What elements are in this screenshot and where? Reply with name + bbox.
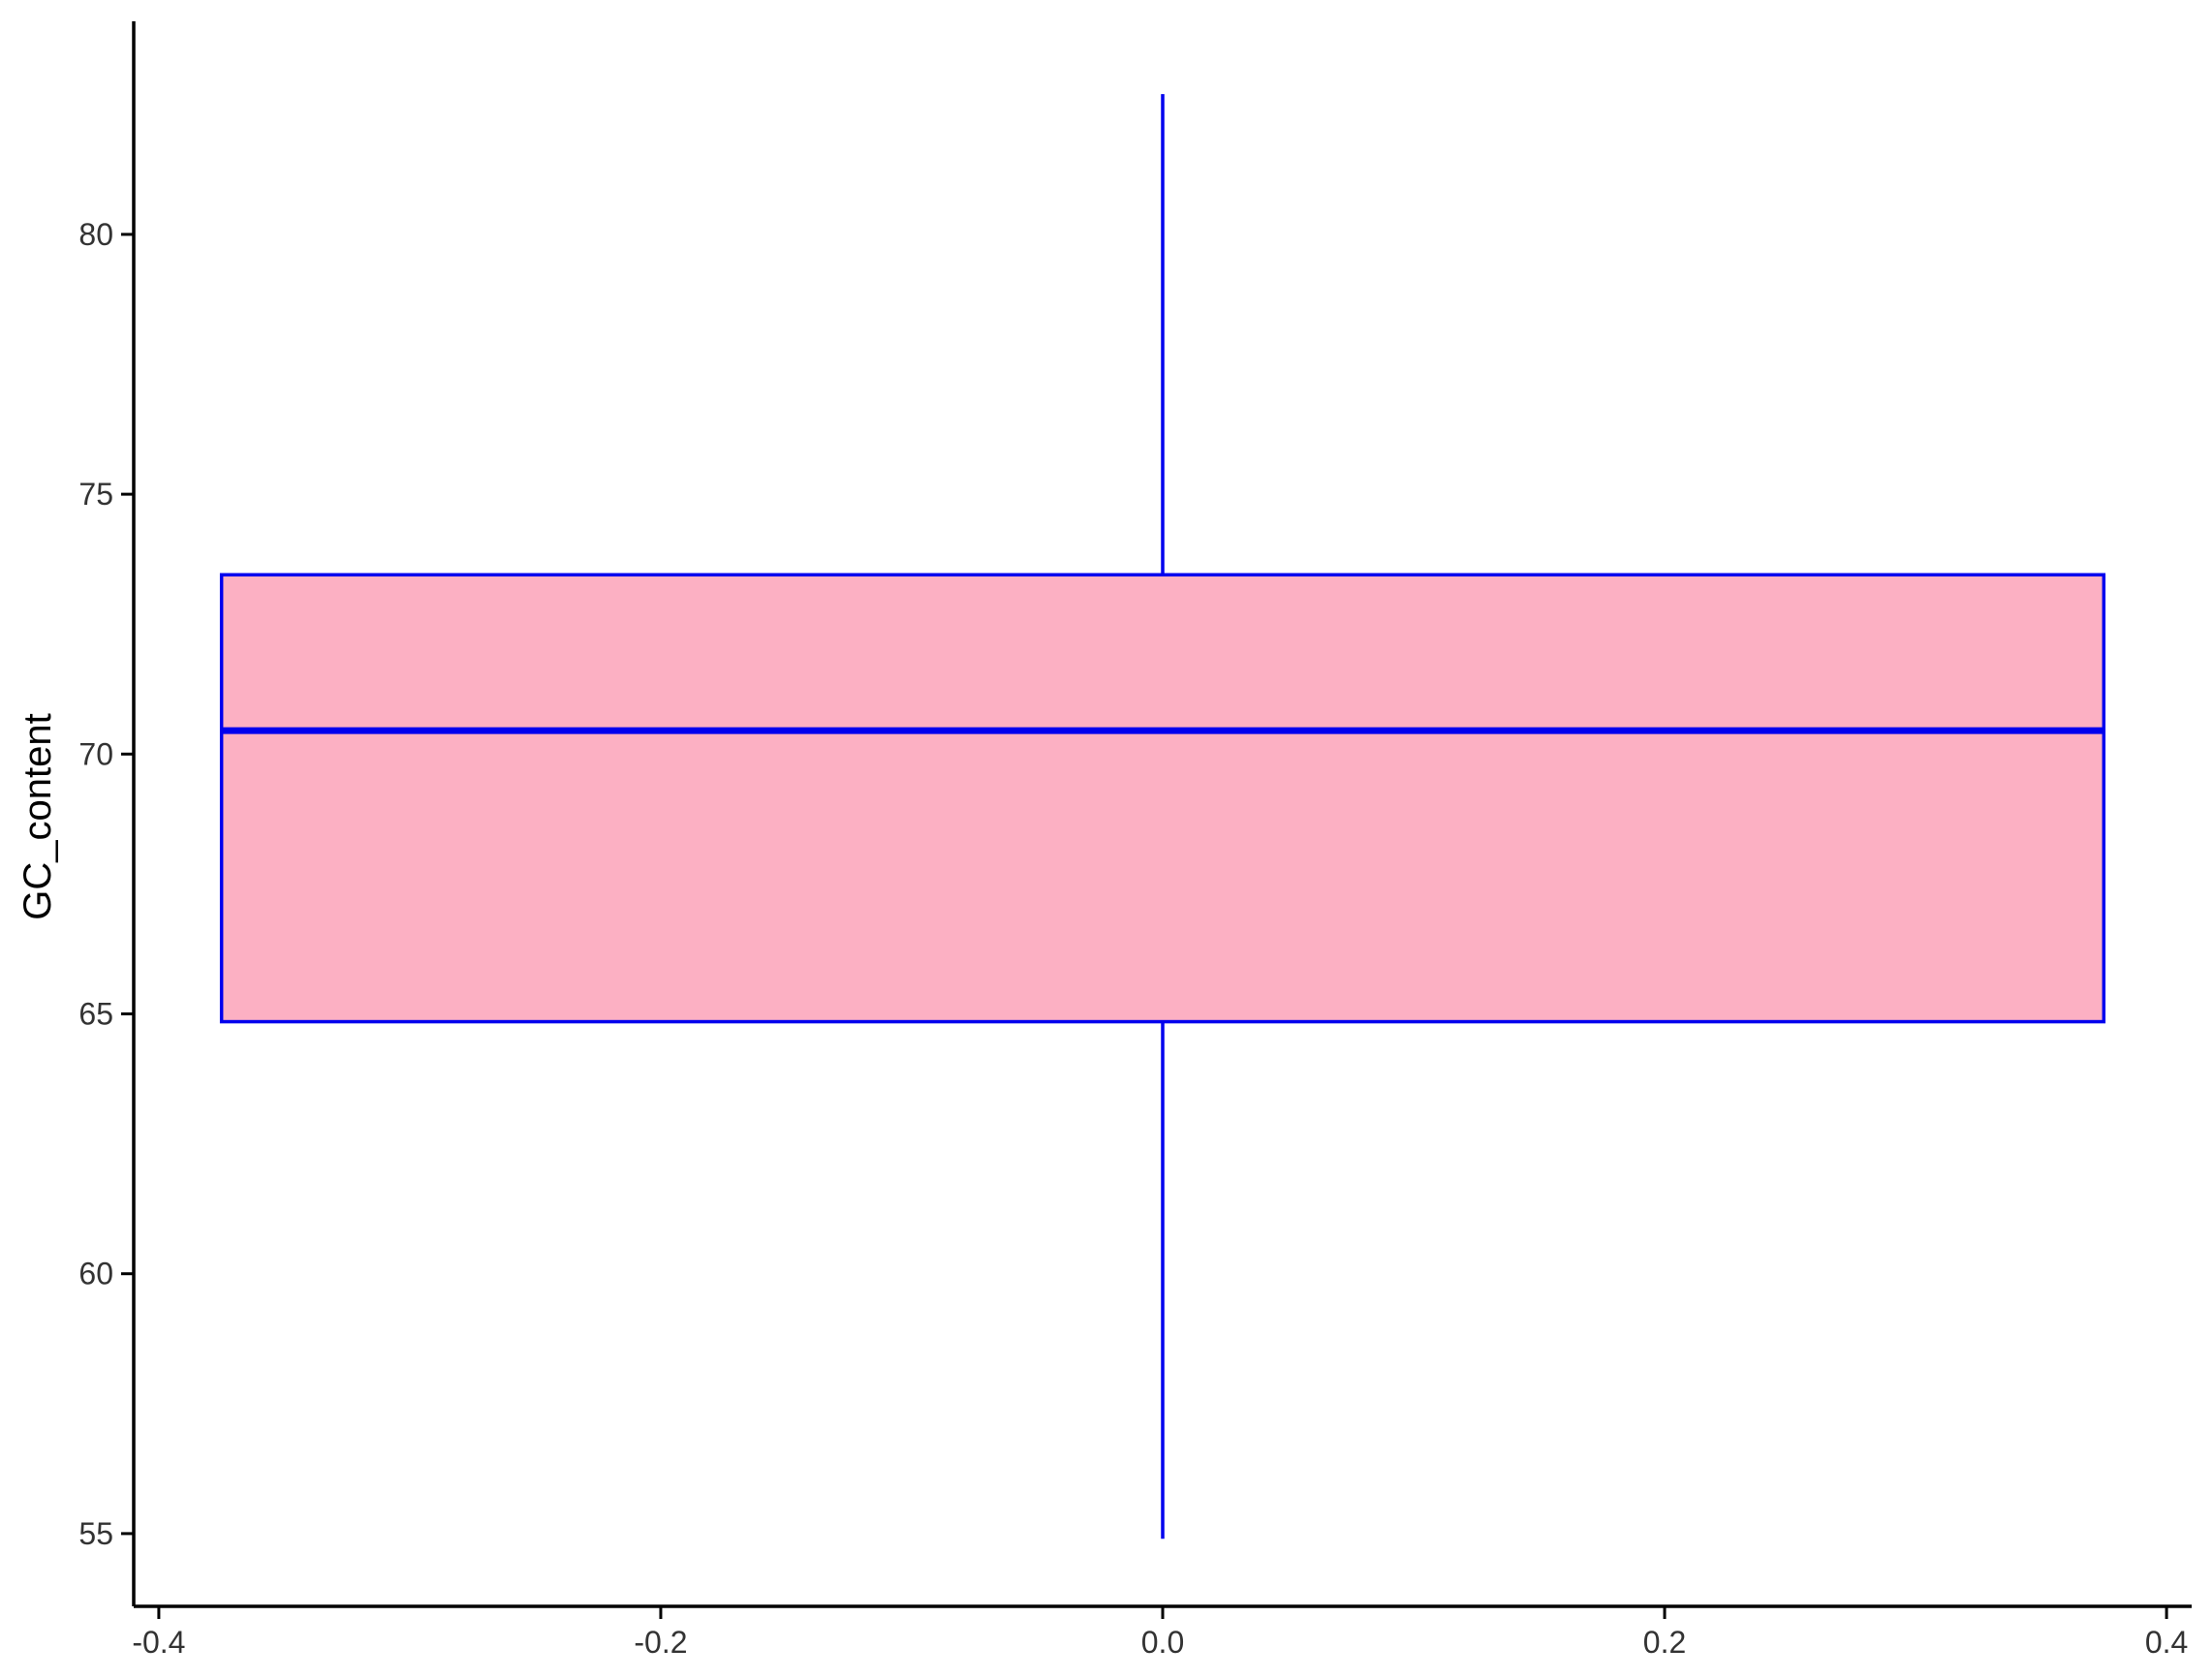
plot-area xyxy=(219,94,2106,1539)
y-tick-label: 75 xyxy=(78,477,113,512)
y-tick-label: 65 xyxy=(78,997,113,1032)
x-tick-label: -0.2 xyxy=(634,1625,687,1660)
y-tick-label: 60 xyxy=(78,1257,113,1291)
x-tick-label: -0.4 xyxy=(132,1625,185,1660)
x-tick-label: 0.4 xyxy=(2145,1625,2188,1660)
axes: 55 60 65 70 75 80 -0.4 -0.2 0.0 0.2 0.4 xyxy=(78,21,2192,1660)
x-tick-label: 0.2 xyxy=(1643,1625,1686,1660)
y-tick-label: 55 xyxy=(78,1516,113,1551)
iqr-box xyxy=(219,573,2106,1024)
x-tick-label: 0.0 xyxy=(1141,1625,1184,1660)
y-tick-label: 80 xyxy=(78,217,113,252)
y-tick-label: 70 xyxy=(78,736,113,771)
y-axis-title: GC_content xyxy=(16,713,59,919)
